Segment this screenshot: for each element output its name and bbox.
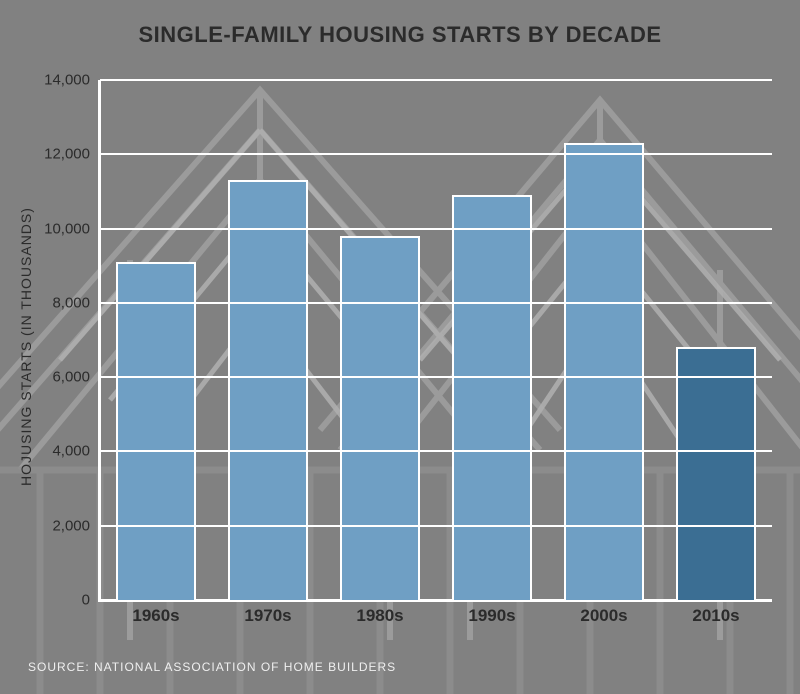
grid-line xyxy=(100,153,772,155)
y-tick-label: 4,000 xyxy=(52,443,100,460)
grid-line xyxy=(100,302,772,304)
x-tick-label: 2000s xyxy=(548,600,660,626)
x-tick-label: 1960s xyxy=(100,600,212,626)
grid-line xyxy=(100,376,772,378)
chart-container: SINGLE-FAMILY HOUSING STARTS BY DECADE H… xyxy=(0,0,800,694)
bars-group xyxy=(100,80,772,600)
grid-line xyxy=(100,525,772,527)
y-tick-label: 8,000 xyxy=(52,294,100,311)
bar xyxy=(116,262,197,600)
grid-line xyxy=(100,228,772,230)
source-attribution: SOURCE: NATIONAL ASSOCIATION OF HOME BUI… xyxy=(28,660,396,674)
bar xyxy=(564,143,645,600)
bar xyxy=(676,347,757,600)
plot-area: 02,0004,0006,0008,00010,00012,00014,0001… xyxy=(100,80,772,600)
y-tick-label: 2,000 xyxy=(52,517,100,534)
y-tick-label: 14,000 xyxy=(44,72,100,89)
bar xyxy=(452,195,533,600)
grid-line xyxy=(100,79,772,81)
bar xyxy=(340,236,421,600)
bar xyxy=(228,180,309,600)
y-axis-label: HOJUSING STARTS (IN THOUSANDS) xyxy=(18,207,34,486)
y-tick-label: 6,000 xyxy=(52,369,100,386)
x-tick-label: 1980s xyxy=(324,600,436,626)
x-tick-label: 2010s xyxy=(660,600,772,626)
x-tick-label: 1970s xyxy=(212,600,324,626)
grid-line xyxy=(100,450,772,452)
y-tick-label: 0 xyxy=(82,592,100,609)
x-tick-label: 1990s xyxy=(436,600,548,626)
y-tick-label: 12,000 xyxy=(44,146,100,163)
y-tick-label: 10,000 xyxy=(44,220,100,237)
chart-title: SINGLE-FAMILY HOUSING STARTS BY DECADE xyxy=(0,22,800,48)
